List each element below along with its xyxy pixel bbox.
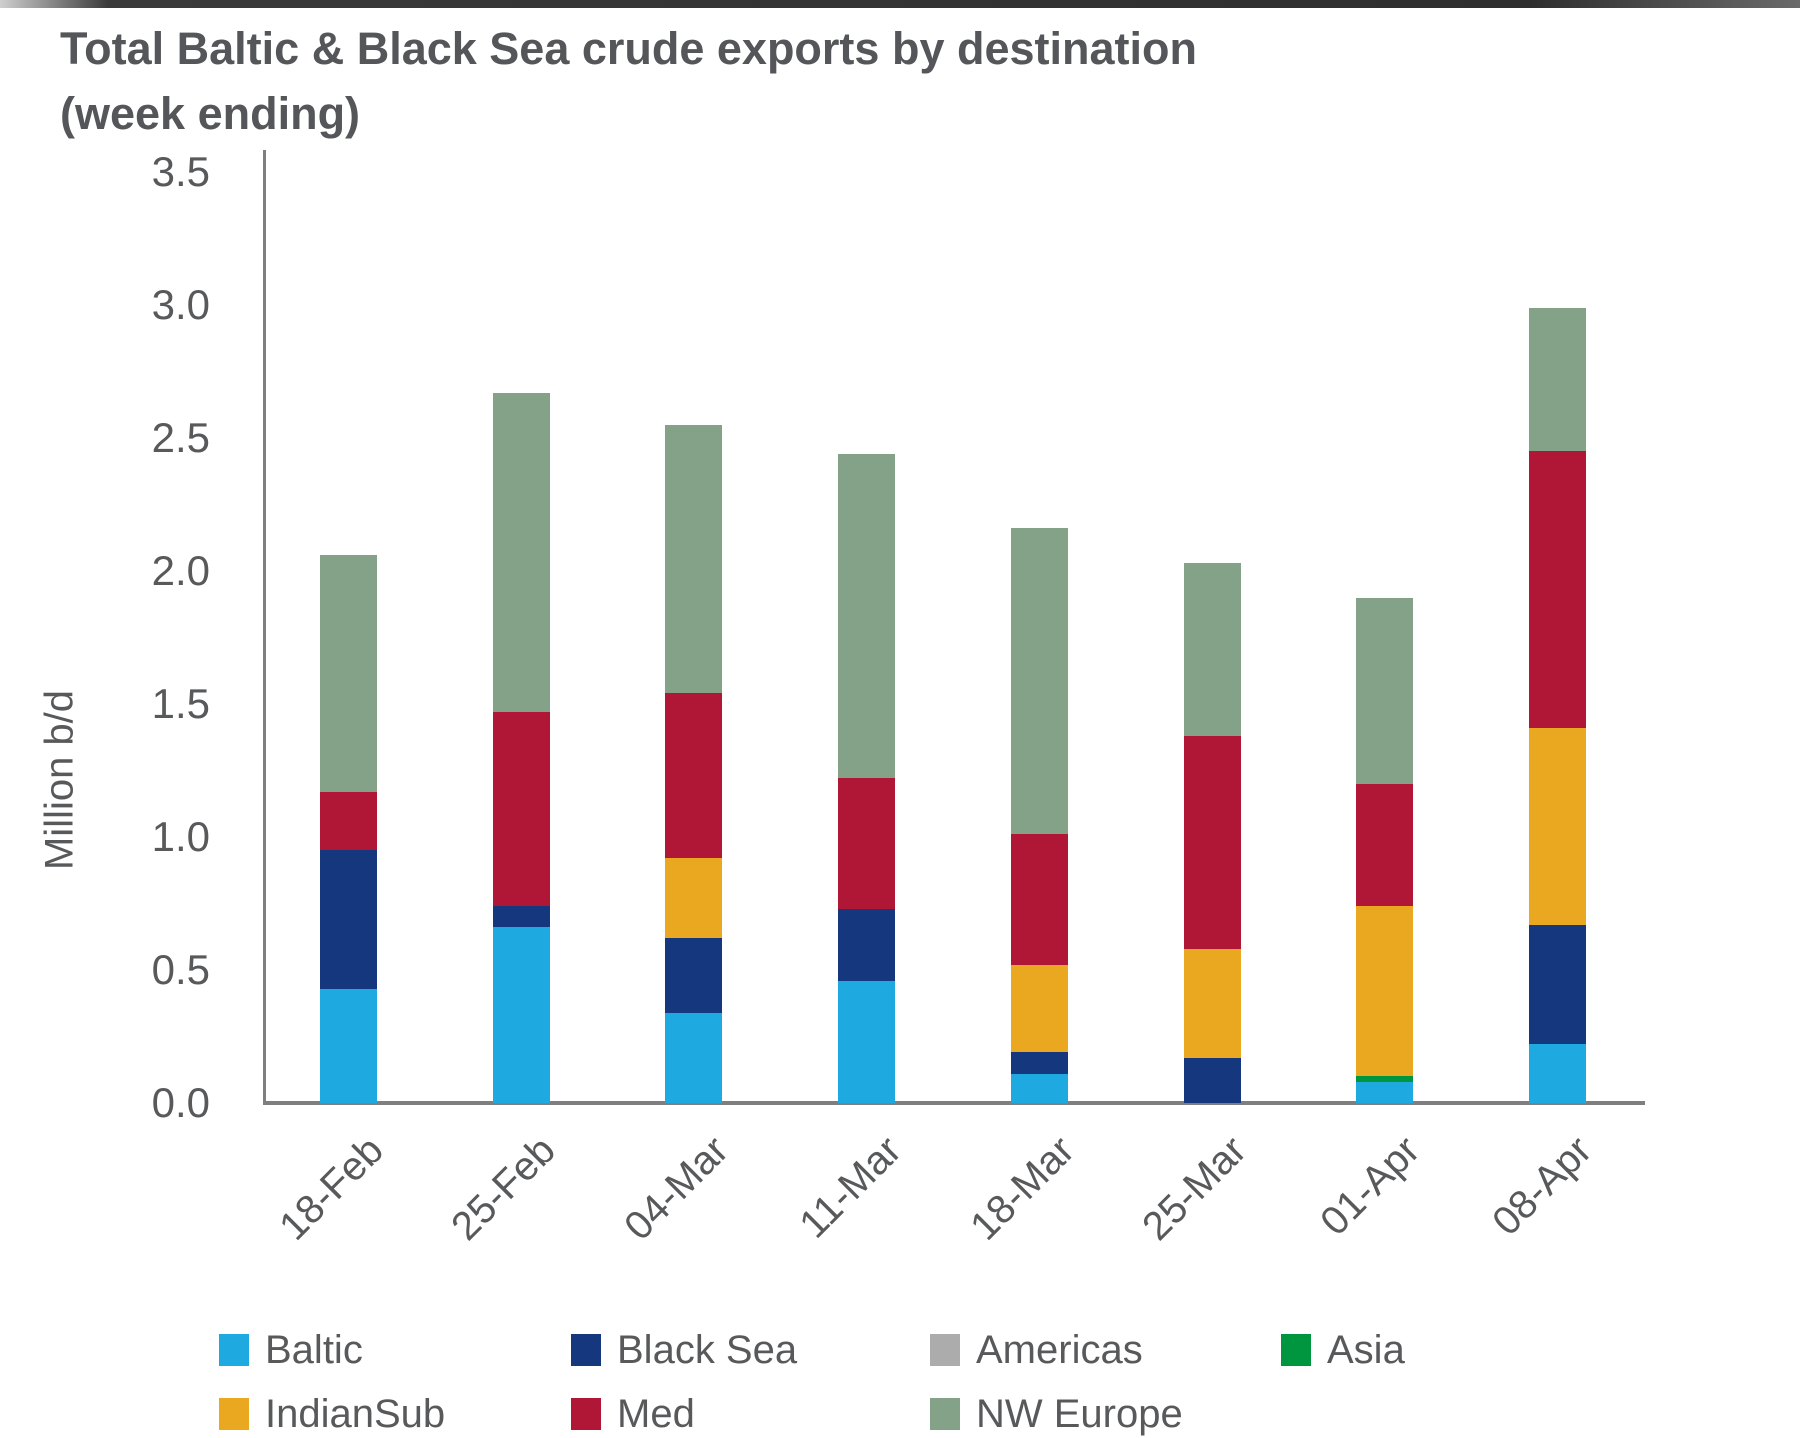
bar-segment [320,791,377,851]
bar-segment [1010,964,1068,1053]
bar-segment [320,850,377,989]
bar-segment [838,778,896,909]
legend-swatch [219,1398,249,1430]
bar-segment [492,711,550,907]
bar-segment [492,392,550,712]
y-tick-label: 2.0 [151,547,210,594]
bar-segment [1528,1044,1586,1103]
bar-segment [1528,451,1586,728]
bar-segment [665,1012,723,1103]
x-axis-line [263,1101,1645,1105]
legend-label: IndianSub [265,1391,446,1436]
legend-label: Black Sea [617,1327,798,1372]
legend-label: Americas [976,1327,1143,1372]
y-tick-label: 2.5 [151,414,210,461]
bar-segment [838,908,896,981]
bar-segment [1356,1081,1414,1103]
bar-segment [838,453,896,779]
bar-segment [1010,834,1068,965]
legend-item-indiansub: IndianSub [219,1392,445,1436]
legend-item-asia: Asia [1281,1328,1405,1372]
top-border-strip [0,0,1800,8]
bar-segment [1183,948,1241,1058]
bar-segment [838,980,896,1103]
bar-segment [1010,1073,1068,1103]
legend-item-baltic: Baltic [219,1328,363,1372]
bar-segment [1183,735,1241,949]
chart-title-line1: Total Baltic & Black Sea crude exports b… [60,23,1197,74]
x-axis-label: 01-Apr [1311,1128,1428,1245]
bar-segment [1356,1076,1414,1082]
y-tick-label: 1.5 [151,680,210,727]
bar-segment [665,858,723,939]
bar-segment [320,555,377,792]
y-tick-label: 3.0 [151,281,210,328]
y-axis-line [263,150,266,1105]
bar-segment [1356,906,1414,1077]
x-axis-label: 08-Apr [1484,1128,1601,1245]
legend-item-med: Med [571,1392,695,1436]
x-axis-label: 04-Mar [616,1128,738,1249]
bar-segment [1528,924,1586,1045]
legend-swatch [219,1334,249,1366]
legend-label: NW Europe [976,1391,1183,1436]
bar-segment [1183,1057,1241,1103]
legend-swatch [571,1398,601,1430]
y-tick-label: 0.0 [151,1079,210,1126]
bar-segment [1528,727,1586,925]
x-axis-label: 18-Mar [961,1128,1083,1249]
chart-title-line2: (week ending) [60,88,361,140]
bar-segment [1356,597,1414,784]
legend-label: Baltic [265,1327,363,1372]
x-axis-label: 25-Feb [443,1128,565,1249]
bar-segment [665,693,723,859]
y-tick-label: 0.5 [151,946,210,993]
bar-segment [665,424,723,694]
bar-segment [1183,563,1241,736]
bar-segment [492,906,550,928]
legend-swatch [930,1398,960,1430]
legend-swatch [571,1334,601,1366]
bar-segment [1528,307,1586,452]
bar-segment [1010,1052,1068,1074]
legend-swatch [1281,1334,1311,1366]
x-axis-label: 18-Feb [270,1128,392,1249]
legend-swatch [930,1334,960,1366]
legend-label: Asia [1327,1327,1405,1372]
bar-segment [1010,528,1068,835]
x-axis-label: 25-Mar [1134,1128,1256,1249]
bar-segment [492,927,550,1103]
legend-item-black-sea: Black Sea [571,1328,797,1372]
bar-segment [320,988,377,1103]
y-tick-label: 3.5 [151,148,210,195]
legend-item-americas: Americas [930,1328,1143,1372]
legend-item-nw-europe: NW Europe [930,1392,1183,1436]
y-tick-label: 1.0 [151,813,210,860]
bar-segment [665,938,723,1013]
x-axis-label: 11-Mar [791,1128,910,1247]
legend-label: Med [617,1391,695,1436]
bar-segment [1356,783,1414,907]
chart-title: Total Baltic & Black Sea crude exports b… [60,16,1620,147]
